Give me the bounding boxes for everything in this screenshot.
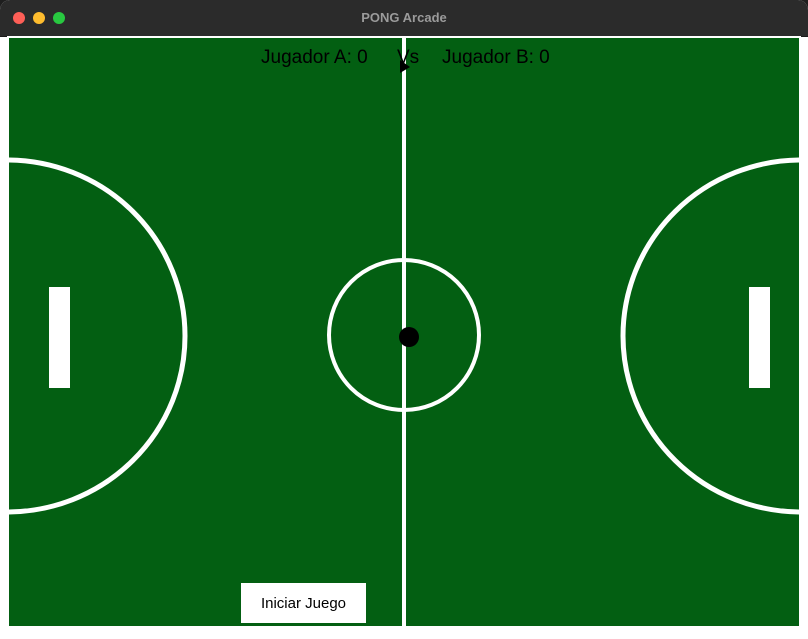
close-window-button[interactable] xyxy=(13,12,25,24)
window-bottom-edge xyxy=(0,628,808,639)
title-bar: PONG Arcade xyxy=(0,0,808,37)
player-b-score: Jugador B: 0 xyxy=(442,47,550,68)
game-field: Jugador A: 0 Vs Jugador B: 0 Iniciar Jue… xyxy=(7,36,801,628)
minimize-window-button[interactable] xyxy=(33,12,45,24)
right-paddle xyxy=(749,287,770,388)
start-game-button[interactable]: Iniciar Juego xyxy=(241,583,366,623)
maximize-window-button[interactable] xyxy=(53,12,65,24)
ball xyxy=(399,327,419,347)
field-markings xyxy=(9,38,799,626)
player-a-score: Jugador A: 0 xyxy=(261,47,368,68)
right-goal-arc xyxy=(620,157,799,515)
cursor-pointer-icon xyxy=(400,60,410,73)
window-title: PONG Arcade xyxy=(361,10,447,25)
left-goal-arc xyxy=(9,157,188,515)
left-paddle xyxy=(49,287,70,388)
vs-label: Vs xyxy=(397,47,420,68)
center-circle xyxy=(327,258,481,412)
